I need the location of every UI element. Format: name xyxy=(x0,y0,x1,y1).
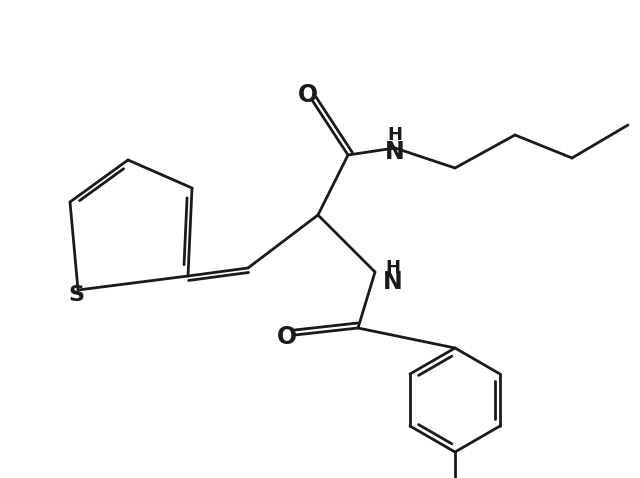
Text: N: N xyxy=(383,270,403,294)
Text: N: N xyxy=(385,140,405,164)
Text: H: H xyxy=(387,126,403,144)
Text: H: H xyxy=(385,259,401,277)
Text: O: O xyxy=(277,325,297,349)
Text: O: O xyxy=(298,83,318,107)
Text: S: S xyxy=(68,285,84,305)
